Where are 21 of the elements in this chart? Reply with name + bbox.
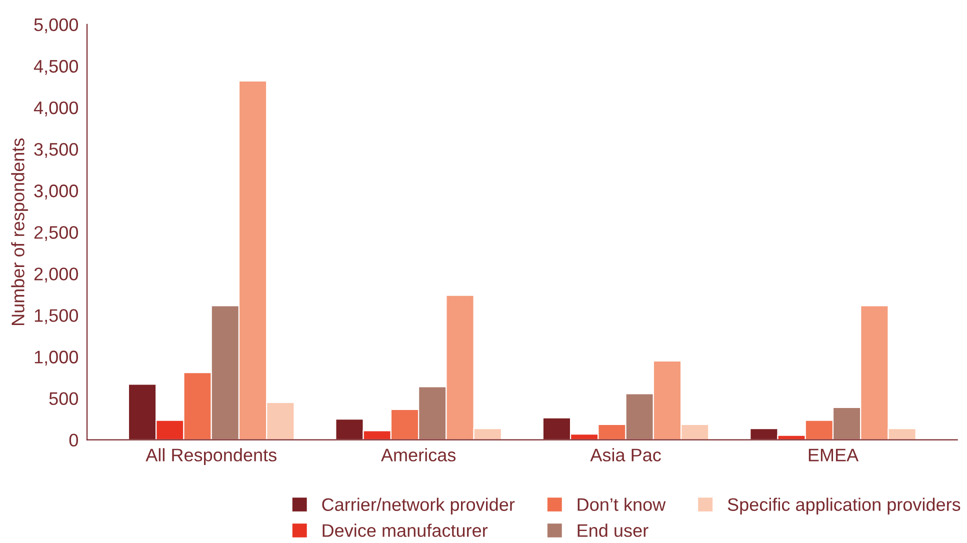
y-tick-label: 1,500 <box>34 309 78 324</box>
y-tick-label: 500 <box>49 392 78 406</box>
y-axis-title: Number of respondents <box>11 138 28 325</box>
legend-label: Specific application providers <box>728 498 960 515</box>
x-tick-label: EMEA <box>808 448 859 462</box>
x-tick-label: All Respondents <box>146 448 276 465</box>
x-tick-label: Americas <box>380 448 456 462</box>
y-tick-label: 1,000 <box>34 350 78 366</box>
y-tick-label: 0 <box>69 434 78 447</box>
y-tick-label: 2,500 <box>34 226 78 241</box>
y-tick-label: 3,000 <box>34 184 78 200</box>
legend-label: End user <box>578 524 648 537</box>
legend-label: Carrier/network provider <box>322 498 515 515</box>
y-tick-label: 4,500 <box>34 60 78 75</box>
y-tick-label: 5,000 <box>34 18 78 34</box>
x-tick-label: Asia Pac <box>590 448 661 462</box>
y-tick-label: 2,000 <box>34 268 78 283</box>
legend-label: Don’t know <box>578 498 666 511</box>
legend-label: Device manufacturer <box>322 524 488 537</box>
y-tick-label: 3,500 <box>34 142 78 158</box>
y-tick-label: 4,000 <box>34 101 78 116</box>
